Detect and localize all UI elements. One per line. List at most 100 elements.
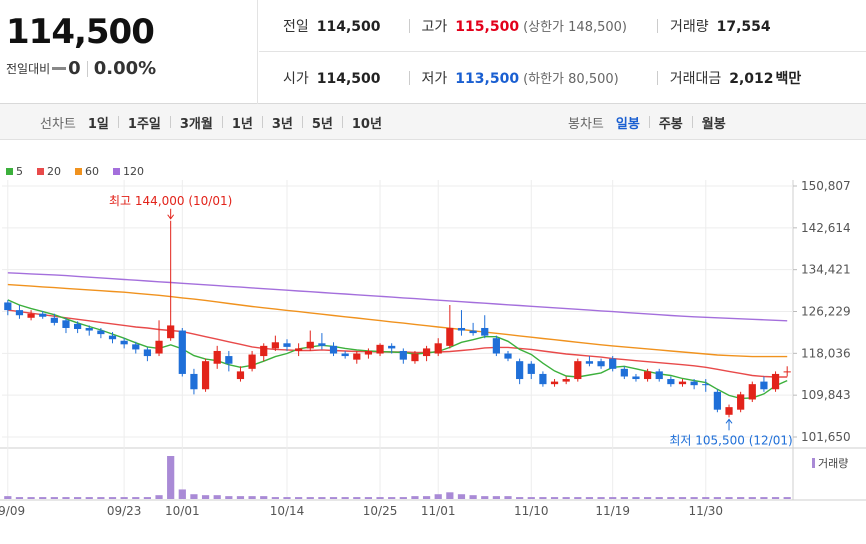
stat-label: 거래량: [669, 18, 709, 35]
candle-body: [190, 373, 198, 390]
candle-body: [213, 350, 221, 364]
volume-bar: [74, 497, 82, 499]
volume-bar: [527, 497, 535, 499]
stat-volume: 거래량 17,554: [670, 16, 771, 36]
candle-body: [655, 371, 663, 380]
volume-bar: [632, 497, 640, 499]
divider: [656, 71, 658, 85]
x-tick-label: 09/09: [0, 504, 25, 518]
candle-body: [132, 344, 140, 350]
volume-bar: [318, 497, 326, 499]
volume-bar: [341, 497, 349, 499]
candle-body: [690, 381, 698, 386]
volume-bar: [550, 497, 559, 499]
price-chart[interactable]: 150,807 142,614 134,421 126,229 118,036 109,8…: [0, 140, 866, 540]
candle-body: [155, 340, 163, 354]
volume-bar: [597, 497, 605, 499]
volume-bar: [364, 497, 373, 499]
candle-periods: 봉차트 일봉 주봉 월봉: [568, 104, 726, 140]
period-1w[interactable]: 1주일: [127, 116, 161, 132]
candle-body: [725, 407, 733, 415]
period-3y[interactable]: 3년: [271, 116, 293, 132]
volume-bar: [236, 496, 245, 499]
volume-bar: [353, 497, 361, 499]
candle-body: [469, 330, 477, 334]
candle-body: [85, 327, 93, 331]
change-value: 0: [68, 58, 81, 79]
volume-bar: [306, 497, 314, 499]
volume-bar: [492, 496, 500, 499]
candle-body: [399, 350, 407, 360]
candle-body: [364, 350, 373, 355]
candle-weekly[interactable]: 주봉: [658, 116, 683, 132]
candle-body: [225, 356, 233, 364]
candle-body: [178, 330, 186, 374]
period-5y[interactable]: 5년: [311, 116, 333, 132]
candle-body: [446, 327, 454, 346]
change-line: 전일대비 0 0.00%: [6, 58, 156, 79]
candle-body: [760, 381, 768, 390]
candle-body: [632, 376, 640, 380]
volume-bar: [155, 495, 163, 499]
candle-body: [737, 394, 745, 410]
candle-body: [329, 345, 338, 354]
divider: [341, 116, 343, 128]
candle-body: [271, 342, 279, 349]
chart-canvas[interactable]: 150,807 142,614 134,421 126,229 118,036 109,8…: [0, 140, 866, 540]
volume-bar: [516, 497, 524, 499]
y-tick-label: 134,421: [801, 263, 851, 277]
x-tick-label: 10/01: [165, 504, 200, 518]
change-percent: 0.00%: [93, 58, 157, 79]
chart-toolbar: 선차트 1일 1주일 3개월 1년 3년 5년 10년 봉차트 일봉 주봉 월봉: [0, 104, 866, 140]
candle-body: [97, 330, 105, 335]
candle-body: [318, 343, 326, 346]
legend-swatch: [75, 168, 82, 175]
legend-label: 120: [123, 165, 144, 178]
min-arrowhead: [725, 418, 733, 424]
stats-row-1: 전일 114,500 고가 115,500 (상한가 148,500) 거래량 …: [259, 0, 866, 52]
volume-bar: [295, 497, 303, 499]
candle-body: [201, 361, 210, 390]
y-tick-label: 142,614: [801, 221, 851, 235]
divider: [656, 18, 658, 33]
candle-monthly[interactable]: 월봉: [701, 116, 726, 132]
ma120-line: [7, 272, 788, 322]
stat-unit: 백만: [775, 71, 802, 87]
stat-value: 115,500: [455, 18, 520, 35]
candle-body: [422, 348, 431, 357]
candle-daily[interactable]: 일봉: [615, 116, 640, 132]
quote-header: 114,500 전일대비 0 0.00% 전일 114,500 고가 115,5…: [0, 0, 866, 104]
period-1d[interactable]: 1일: [87, 116, 109, 132]
candle-body: [108, 335, 117, 340]
period-10y[interactable]: 10년: [351, 116, 382, 132]
period-3m[interactable]: 3개월: [179, 116, 213, 132]
candle-body: [283, 343, 291, 347]
y-tick-label: 101,650: [801, 430, 851, 444]
x-tick-label: 09/23: [107, 504, 142, 518]
candle-body: [620, 368, 628, 377]
period-1y[interactable]: 1년: [231, 116, 253, 132]
candle-body: [295, 348, 303, 351]
candle-body: [643, 371, 652, 380]
volume-bar: [690, 497, 698, 499]
candle-body: [62, 320, 70, 328]
volume-bar: [760, 497, 768, 499]
volume-bar: [678, 497, 687, 499]
volume-bar: [271, 497, 279, 499]
candle-body: [260, 345, 268, 357]
candle-body: [713, 391, 721, 410]
stat-value: 17,554: [716, 18, 771, 35]
candle-body: [574, 361, 582, 380]
volume-bar: [97, 497, 105, 499]
legend-swatch: [113, 168, 120, 175]
candle-body: [771, 373, 780, 390]
candle-body: [609, 358, 617, 369]
candle-body: [236, 371, 245, 380]
volume-bar: [108, 497, 117, 499]
volume-bar: [329, 497, 338, 499]
volume-bar: [120, 497, 128, 499]
divider: [691, 116, 693, 128]
candle-body: [539, 373, 547, 385]
divider: [117, 116, 119, 128]
candle-body: [411, 353, 419, 362]
